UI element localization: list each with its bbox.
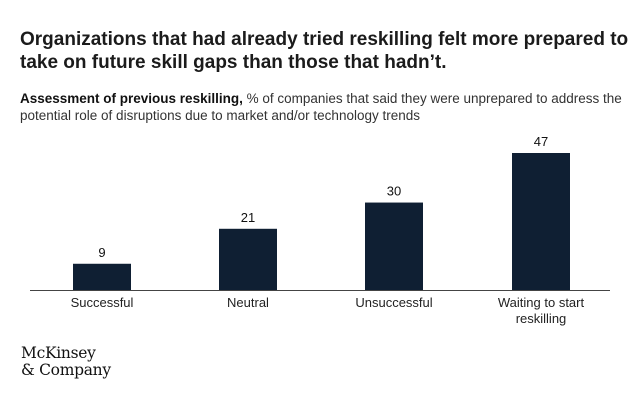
- bar-3: [512, 153, 570, 290]
- category-label-0-0: Successful: [71, 295, 134, 310]
- logo-line-1: McKinsey: [21, 344, 96, 362]
- data-label-1: 21: [241, 210, 255, 225]
- subtitle-bold: Assessment of previous reskilling,: [20, 91, 243, 106]
- category-label-3-0: Waiting to start: [498, 295, 585, 310]
- chart-title: Organizations that had already tried res…: [20, 29, 629, 73]
- category-label-1-0: Neutral: [227, 295, 269, 310]
- data-label-3: 47: [534, 134, 548, 149]
- chart-subtitle: Assessment of previous reskilling, % of …: [20, 90, 630, 124]
- data-label-2: 30: [387, 184, 401, 199]
- subtitle-rest: % of companies that said they were unpre…: [20, 91, 622, 123]
- bar-1: [219, 228, 277, 290]
- bar-0: [73, 263, 131, 290]
- bar-2: [365, 202, 423, 290]
- data-label-0: 9: [98, 245, 105, 260]
- category-label-2-0: Unsuccessful: [355, 295, 432, 310]
- logo-line-2: & Company: [21, 361, 111, 379]
- category-label-3-1: reskilling: [516, 311, 567, 326]
- mckinsey-logo: McKinsey & Company: [21, 345, 111, 379]
